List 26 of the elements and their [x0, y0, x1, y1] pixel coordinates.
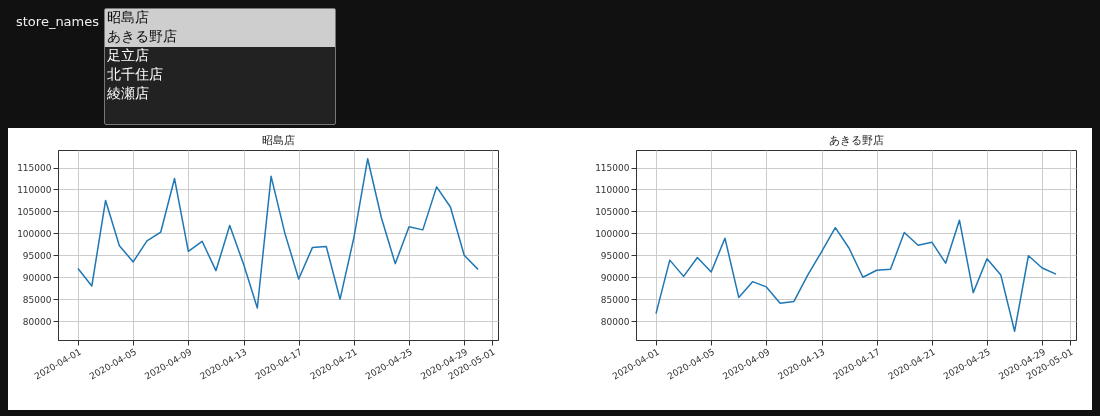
line-series: [655, 219, 1057, 332]
y-tick-label: 90000: [600, 272, 630, 283]
y-tick-label: 95000: [600, 250, 630, 261]
y-tick-label: 95000: [22, 250, 52, 261]
y-tick-label: 105000: [17, 206, 52, 217]
y-tick-label: 110000: [17, 184, 52, 195]
text: 北千住店: [105, 66, 335, 85]
y-tick-label: 85000: [22, 294, 52, 305]
chart-title: あきる野店: [828, 134, 884, 147]
line-series: [77, 158, 479, 309]
y-tick-label: 90000: [22, 272, 52, 283]
y-tick-label: 110000: [595, 184, 630, 195]
text: store_names: [16, 13, 101, 31]
y-tick-label: 100000: [17, 228, 52, 239]
text: あきる野店: [105, 28, 335, 47]
y-tick-label: 85000: [600, 294, 630, 305]
y-tick-label: 115000: [595, 163, 630, 174]
text: 足立店: [105, 47, 335, 66]
chart-title: 昭島店: [261, 134, 295, 147]
y-tick-label: 80000: [22, 316, 52, 327]
text: 綾瀬店: [105, 85, 335, 104]
y-tick-label: 115000: [17, 163, 52, 174]
y-tick-label: 80000: [600, 316, 630, 327]
y-tick-label: 100000: [595, 228, 630, 239]
y-tick-label: 105000: [595, 206, 630, 217]
text: 昭島店: [105, 9, 335, 28]
